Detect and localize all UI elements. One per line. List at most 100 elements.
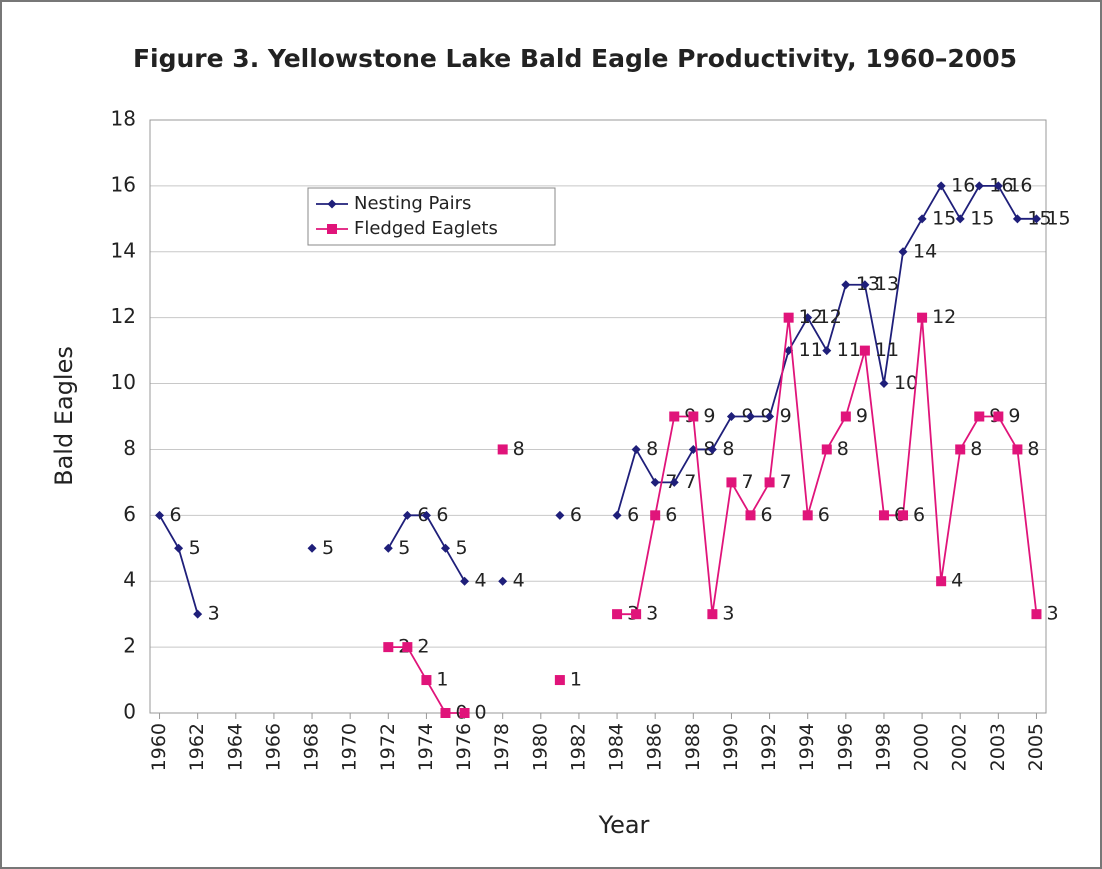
marker <box>688 411 699 422</box>
marker <box>726 477 737 488</box>
y-tick-label: 12 <box>111 304 136 328</box>
marker <box>383 642 394 653</box>
marker <box>707 444 717 454</box>
x-tick-label: 1984 <box>606 723 628 771</box>
data-label: 12 <box>799 306 823 328</box>
marker <box>898 510 909 521</box>
data-label: 6 <box>761 504 773 526</box>
x-tick-label: 2002 <box>949 723 971 771</box>
marker <box>726 412 736 421</box>
x-tick-label: 1968 <box>301 723 323 771</box>
marker <box>936 181 946 191</box>
legend-marker <box>327 199 337 209</box>
y-tick-label: 14 <box>111 238 136 262</box>
marker <box>383 543 393 553</box>
data-label: 6 <box>627 504 639 526</box>
marker <box>460 576 470 586</box>
marker <box>993 411 1004 422</box>
marker <box>155 510 165 520</box>
data-label: 16 <box>951 174 975 196</box>
marker <box>650 477 660 487</box>
marker <box>878 510 889 521</box>
marker <box>860 280 870 290</box>
x-tick-label: 1972 <box>377 723 399 771</box>
x-tick-label: 2000 <box>911 723 933 771</box>
y-tick-label: 6 <box>123 502 136 526</box>
data-label: 8 <box>646 438 658 460</box>
data-label: 11 <box>875 339 899 361</box>
x-tick-label: 2005 <box>1025 723 1047 771</box>
marker <box>421 675 432 686</box>
data-label: 5 <box>189 537 201 559</box>
data-label: 6 <box>665 504 677 526</box>
plot-border <box>149 119 1047 714</box>
x-tick-label: 1992 <box>758 723 780 771</box>
marker <box>193 609 203 619</box>
y-axis-label: Bald Eagles <box>50 346 78 486</box>
marker <box>402 510 412 520</box>
data-label: 9 <box>856 405 868 427</box>
data-label: 6 <box>170 504 182 526</box>
marker <box>174 543 184 553</box>
data-label: 8 <box>722 438 734 460</box>
marker <box>631 444 641 454</box>
marker <box>917 214 927 224</box>
marker <box>783 312 794 323</box>
legend-marker <box>327 224 337 234</box>
data-label: 11 <box>799 339 823 361</box>
data-label: 0 <box>475 702 487 724</box>
marker <box>1012 444 1023 455</box>
x-tick-label: 1994 <box>796 723 818 771</box>
x-tick-label: 1970 <box>339 723 361 771</box>
x-tick-label: 1996 <box>834 723 856 771</box>
marker <box>307 543 317 553</box>
marker <box>974 411 985 422</box>
marker <box>898 247 908 257</box>
data-label: 9 <box>1008 405 1020 427</box>
data-label: 9 <box>703 405 715 427</box>
y-tick-label: 2 <box>123 634 136 658</box>
marker <box>955 214 965 224</box>
marker <box>1031 609 1042 620</box>
data-label: 5 <box>322 537 334 559</box>
data-label: 8 <box>970 438 982 460</box>
marker <box>840 411 851 422</box>
marker <box>802 510 813 521</box>
data-label: 8 <box>837 438 849 460</box>
x-tick-label: 1990 <box>720 723 742 771</box>
marker <box>936 576 947 587</box>
data-label: 8 <box>1027 438 1039 460</box>
y-tick-label: 4 <box>123 568 136 592</box>
marker <box>803 313 813 323</box>
data-label: 3 <box>646 603 658 625</box>
data-label: 10 <box>894 372 918 394</box>
data-label: 3 <box>208 603 220 625</box>
x-tick-label: 1982 <box>567 723 589 771</box>
marker <box>955 444 966 455</box>
marker <box>669 477 679 487</box>
data-label: 15 <box>932 207 956 229</box>
y-tick-label: 16 <box>111 172 136 196</box>
data-label: 2 <box>417 636 429 658</box>
marker <box>1031 214 1041 224</box>
data-label: 14 <box>913 240 937 262</box>
x-tick-label: 1978 <box>491 723 513 771</box>
marker <box>612 609 623 620</box>
marker <box>993 181 1003 191</box>
data-label: 15 <box>1046 207 1070 229</box>
marker <box>402 642 413 653</box>
y-tick-label: 8 <box>123 436 136 460</box>
marker <box>974 181 984 191</box>
marker <box>917 312 928 323</box>
legend-label: Fledged Eaglets <box>354 218 498 239</box>
x-tick-label: 1998 <box>872 723 894 771</box>
marker <box>1012 214 1022 224</box>
x-tick-label: 1988 <box>682 723 704 771</box>
marker <box>764 477 775 488</box>
x-tick-label: 1974 <box>415 723 437 771</box>
x-tick-label: 1966 <box>262 723 284 771</box>
x-tick-label: 1964 <box>224 723 246 771</box>
x-tick-label: 1976 <box>453 723 475 771</box>
marker <box>746 412 756 421</box>
